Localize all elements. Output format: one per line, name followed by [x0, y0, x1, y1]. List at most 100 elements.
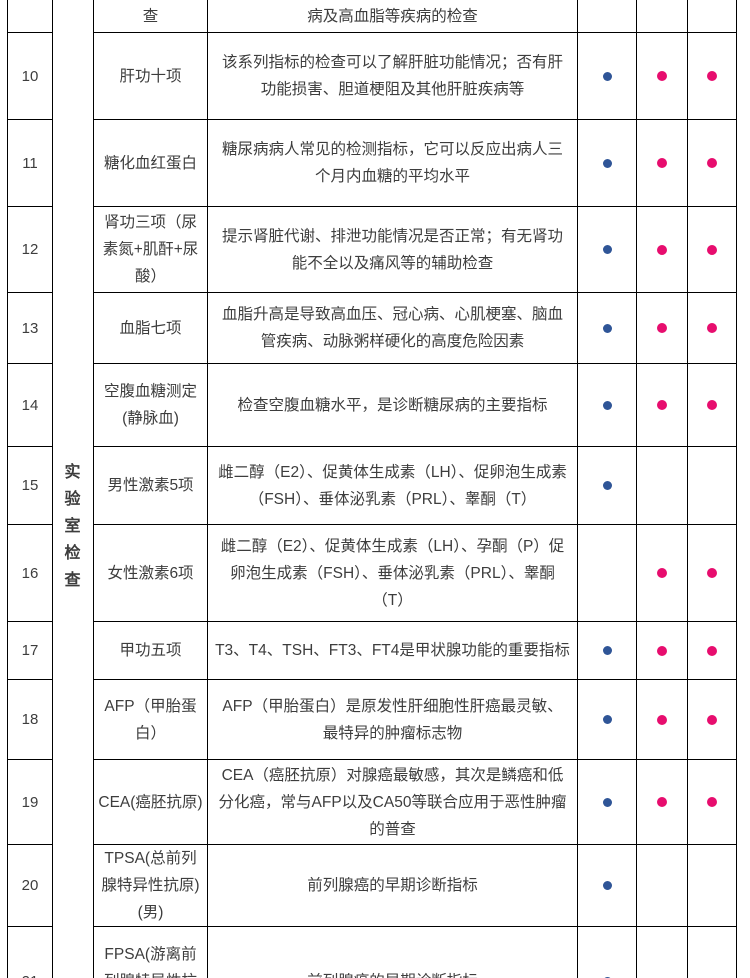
- item-desc-cell: 提示肾脏代谢、排泄功能情况是否正常；有无肾功能不全以及痛风等的辅助检查: [208, 207, 578, 293]
- item-name-cell: FPSA(游离前列腺特异性抗原): [94, 927, 208, 978]
- included-dot: [602, 481, 612, 491]
- table-row: 17 甲功五项 T3、T4、TSH、FT3、FT4是甲状腺功能的重要指标: [7, 622, 737, 680]
- included-dot: [602, 646, 612, 656]
- included-dot: [657, 323, 667, 334]
- item-name-cell: 肝功十项: [94, 33, 208, 120]
- included-dot: [602, 323, 612, 333]
- row-number-cell: 14: [7, 364, 53, 447]
- dot-cell: [688, 33, 737, 120]
- row-number-cell: 18: [7, 680, 53, 760]
- included-dot: [602, 158, 612, 168]
- dot-cell: [637, 207, 688, 293]
- row-number-cell: 11: [7, 120, 53, 207]
- dot-cell: [637, 33, 688, 120]
- row-number-cell: 13: [7, 293, 53, 364]
- dot-cell: [637, 525, 688, 622]
- item-name-cell: 男性激素5项: [94, 447, 208, 525]
- dot-cell: [637, 622, 688, 680]
- row-number-cell: [7, 0, 53, 33]
- dot-cell: [578, 927, 637, 978]
- exam-table-body: 实验室检查 查病及高血脂等疾病的检查 10 肝功十项 该系列指标的检查可以了解肝脏功能情…: [7, 0, 737, 978]
- included-dot: [657, 244, 667, 255]
- dot-cell: [688, 845, 737, 927]
- item-desc-cell: 病及高血脂等疾病的检查: [208, 0, 578, 33]
- item-name-cell: 空腹血糖测定(静脉血): [94, 364, 208, 447]
- item-desc-cell: 该系列指标的检查可以了解肝脏功能情况；否有肝功能损害、胆道梗阻及其他肝脏疾病等: [208, 33, 578, 120]
- dot-cell: [578, 120, 637, 207]
- included-dot: [657, 71, 667, 82]
- item-desc-cell: CEA（癌胚抗原）对腺癌最敏感，其次是鳞癌和低分化癌，常与AFP以及CA50等联…: [208, 760, 578, 845]
- dot-cell: [637, 927, 688, 978]
- dot-cell: [578, 845, 637, 927]
- dot-cell: [578, 0, 637, 33]
- included-dot: [602, 881, 612, 891]
- dot-cell: [637, 845, 688, 927]
- dot-cell: [637, 293, 688, 364]
- dot-cell: [578, 293, 637, 364]
- table-row: 实验室检查 查病及高血脂等疾病的检查: [7, 0, 737, 978]
- item-name-cell: TPSA(总前列腺特异性抗原)(男): [94, 845, 208, 927]
- dot-cell: [688, 927, 737, 978]
- row-number-cell: 17: [7, 622, 53, 680]
- category-label: 实验室检查: [64, 463, 82, 589]
- included-dot: [602, 797, 612, 807]
- dot-cell: [688, 760, 737, 845]
- row-number-cell: 21: [7, 927, 53, 978]
- dot-cell: [688, 622, 737, 680]
- included-dot: [707, 568, 717, 579]
- item-name-cell: CEA(癌胚抗原): [94, 760, 208, 845]
- dot-cell: [688, 525, 737, 622]
- item-name-cell: 糖化血红蛋白: [94, 120, 208, 207]
- dot-cell: [578, 447, 637, 525]
- row-number-cell: 16: [7, 525, 53, 622]
- included-dot: [657, 714, 667, 725]
- table-row: 13 血脂七项 血脂升高是导致高血压、冠心病、心肌梗塞、脑血管疾病、动脉粥样硬化的高…: [7, 293, 737, 364]
- dot-cell: [578, 364, 637, 447]
- row-number-cell: 12: [7, 207, 53, 293]
- item-name-cell: 血脂七项: [94, 293, 208, 364]
- included-dot: [602, 715, 612, 725]
- dot-cell: [688, 0, 737, 33]
- item-name-cell: 甲功五项: [94, 622, 208, 680]
- included-dot: [707, 71, 717, 82]
- item-name-cell: 女性激素6项: [94, 525, 208, 622]
- dot-cell: [688, 447, 737, 525]
- table-row: 19 CEA(癌胚抗原) CEA（癌胚抗原）对腺癌最敏感，其次是鳞癌和低分化癌，常与…: [7, 760, 737, 845]
- included-dot: [657, 568, 667, 579]
- dot-cell: [637, 0, 688, 33]
- row-number-cell: 10: [7, 33, 53, 120]
- included-dot: [657, 400, 667, 411]
- table-row: 14 空腹血糖测定(静脉血) 检查空腹血糖水平，是诊断糖尿病的主要指标: [7, 364, 737, 447]
- dot-cell: [637, 120, 688, 207]
- dot-cell: [688, 364, 737, 447]
- item-desc-cell: 检查空腹血糖水平，是诊断糖尿病的主要指标: [208, 364, 578, 447]
- dot-cell: [688, 207, 737, 293]
- dot-cell: [578, 680, 637, 760]
- included-dot: [707, 323, 717, 334]
- included-dot: [657, 645, 667, 656]
- dot-cell: [688, 293, 737, 364]
- included-dot: [602, 71, 612, 81]
- included-dot: [707, 797, 717, 808]
- dot-cell: [578, 525, 637, 622]
- dot-cell: [637, 447, 688, 525]
- included-dot: [707, 714, 717, 725]
- dot-cell: [637, 760, 688, 845]
- table-row: 21 FPSA(游离前列腺特异性抗原)前列腺癌的早期诊断指标: [7, 927, 737, 978]
- table-row: 12 肾功三项（尿素氮+肌酐+尿酸） 提示肾脏代谢、排泄功能情况是否正常；有无肾功能…: [7, 207, 737, 293]
- table-row: 16 女性激素6项 雌二醇（E2）、促黄体生成素（LH）、孕酮（P）促卵泡生成素（F…: [7, 525, 737, 622]
- included-dot: [602, 245, 612, 255]
- included-dot: [707, 158, 717, 169]
- table-row: 11 糖化血红蛋白 糖尿病病人常见的检测指标，它可以反应出病人三个月内血糖的平均水平: [7, 120, 737, 207]
- table-row: 15 男性激素5项 雌二醇（E2）、促黄体生成素（LH）、促卵泡生成素（FSH）、垂…: [7, 447, 737, 525]
- included-dot: [707, 400, 717, 411]
- item-desc-cell: 糖尿病病人常见的检测指标，它可以反应出病人三个月内血糖的平均水平: [208, 120, 578, 207]
- item-name-cell: 肾功三项（尿素氮+肌酐+尿酸）: [94, 207, 208, 293]
- item-desc-cell: 前列腺癌的早期诊断指标: [208, 927, 578, 978]
- table-row: 10 肝功十项 该系列指标的检查可以了解肝脏功能情况；否有肝功能损害、胆道梗阻及其他…: [7, 33, 737, 120]
- category-cell: 实验室检查: [53, 0, 94, 978]
- item-desc-cell: 血脂升高是导致高血压、冠心病、心肌梗塞、脑血管疾病、动脉粥样硬化的高度危险因素: [208, 293, 578, 364]
- item-name-cell: 查: [94, 0, 208, 33]
- dot-cell: [578, 760, 637, 845]
